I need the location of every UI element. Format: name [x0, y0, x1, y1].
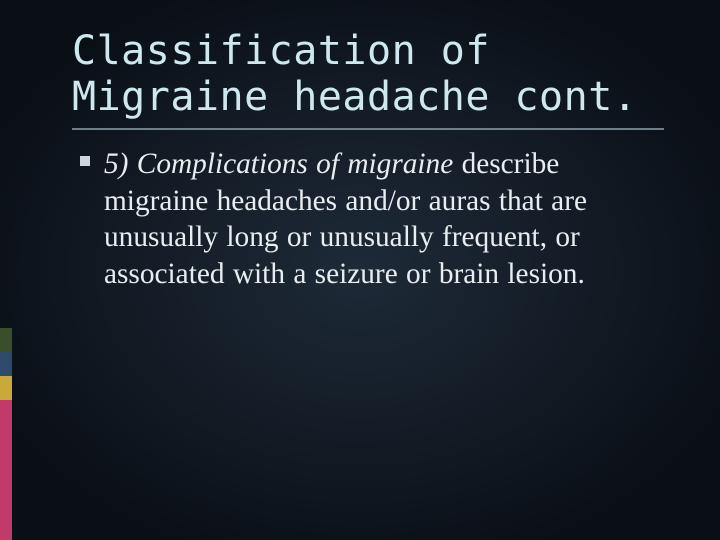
slide: Classification of Migraine headache cont…: [0, 0, 720, 540]
slide-body: 5) Complications of migraine describe mi…: [72, 146, 664, 293]
title-underline: [72, 128, 664, 130]
accent-bars: [0, 328, 12, 540]
slide-title: Classification of Migraine headache cont…: [72, 28, 664, 120]
square-bullet-icon: [80, 156, 90, 166]
bullet-text: 5) Complications of migraine describe mi…: [104, 146, 664, 293]
bullet-lead-italic: 5) Complications of migraine: [104, 148, 453, 180]
accent-bar-0: [0, 328, 12, 352]
accent-bar-1: [0, 352, 12, 376]
bullet-item: 5) Complications of migraine describe mi…: [80, 146, 664, 293]
accent-bar-3: [0, 400, 12, 540]
accent-bar-2: [0, 376, 12, 400]
